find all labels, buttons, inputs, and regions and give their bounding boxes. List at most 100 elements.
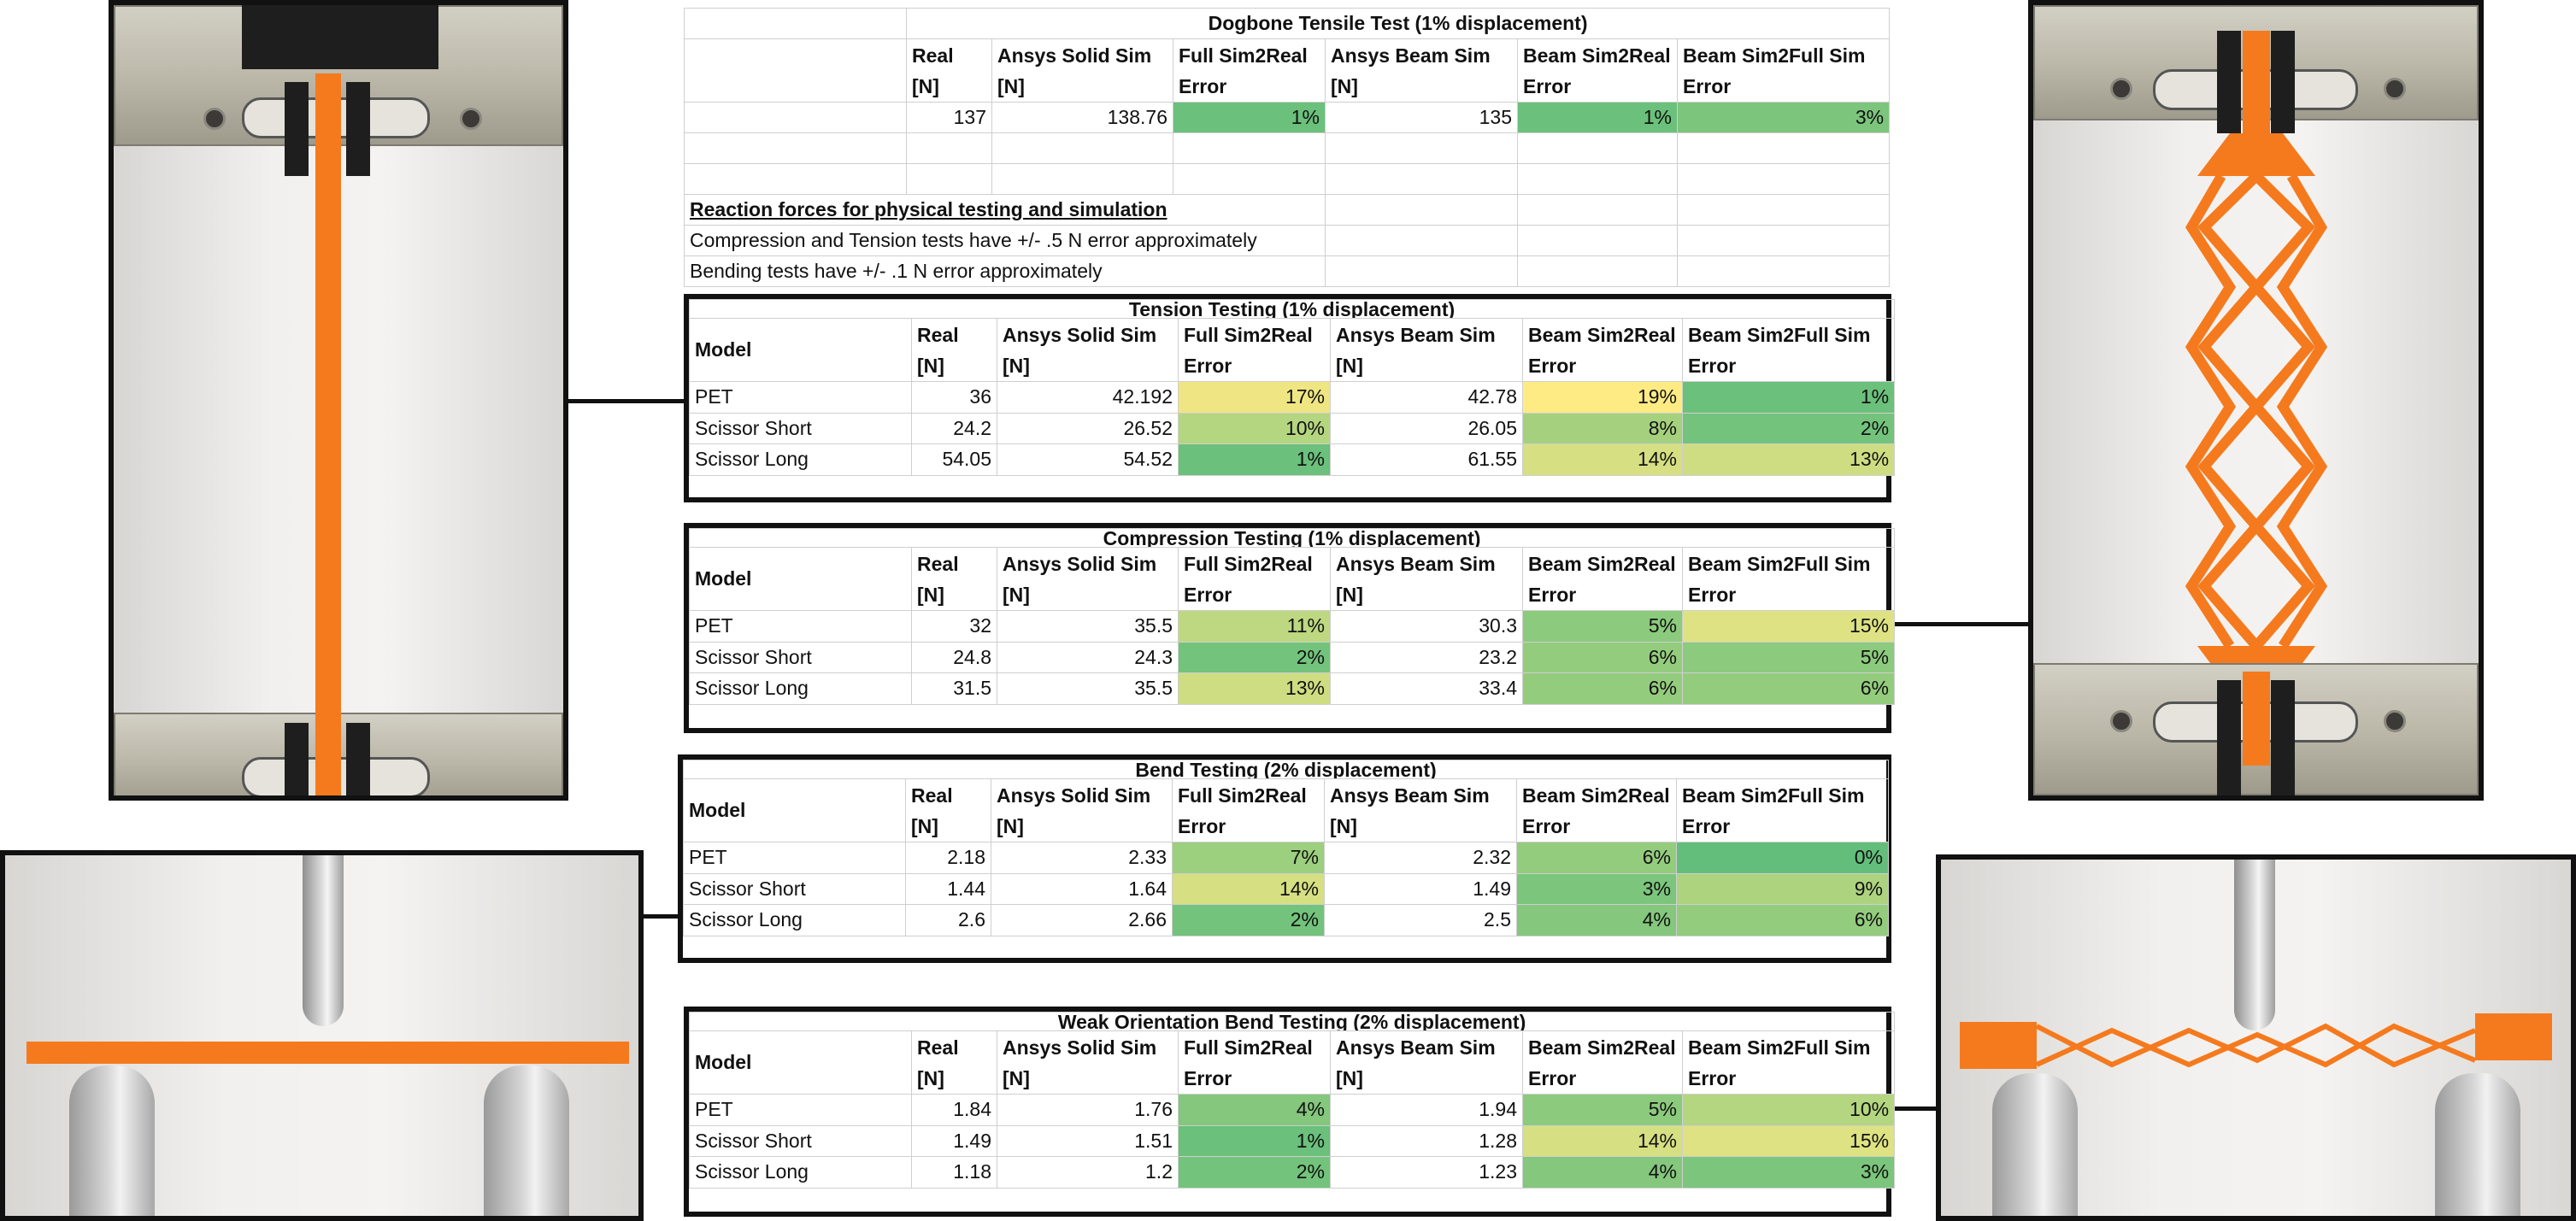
cell-beam: 2.32 xyxy=(1324,842,1517,874)
cell-full-err: 10% xyxy=(1178,412,1331,444)
cell-solid: 54.52 xyxy=(997,443,1179,476)
col-solid: Ansys Solid Sim [N] xyxy=(991,778,1173,842)
cell-solid: 2.66 xyxy=(991,904,1173,936)
model-name: Scissor Short xyxy=(689,1124,912,1157)
cell-beam-full: 1% xyxy=(1681,381,1896,414)
cell-beam-full: 15% xyxy=(1682,610,1895,643)
cell-beam: 26.05 xyxy=(1330,412,1523,444)
cell-real: 1.84 xyxy=(911,1094,997,1126)
cell-full-err: 14% xyxy=(1172,872,1325,905)
model-name: Scissor Long xyxy=(689,443,912,476)
cell-beam: 1.23 xyxy=(1330,1156,1523,1189)
col-beam-err: Beam Sim2Real Error xyxy=(1522,547,1683,611)
cell-full-err: 1% xyxy=(1178,443,1331,476)
cell-beam-full: 10% xyxy=(1681,1094,1896,1126)
notes-line2: Bending tests have +/- .1 N error approx… xyxy=(684,255,1326,287)
col-beam: Ansys Beam Sim [N] xyxy=(1324,778,1517,842)
cell-full-err: 2% xyxy=(1178,641,1331,673)
cell-beam-err: 6% xyxy=(1516,842,1677,874)
model-name: Scissor Long xyxy=(689,1156,912,1189)
cell-beam-err: 6% xyxy=(1522,641,1683,673)
cell-beam-full: 13% xyxy=(1681,443,1896,476)
col-beam-full: Beam Sim2Full Sim Error xyxy=(1682,547,1895,611)
cell-beam-full: 5% xyxy=(1682,641,1895,673)
cell-real: 1.44 xyxy=(905,872,991,905)
model-name: Scissor Long xyxy=(683,904,906,936)
cell-beam: 42.78 xyxy=(1330,381,1523,414)
cell-beam-full: 6% xyxy=(1682,672,1895,705)
table-row: Scissor Short 1.44 1.64 14% 1.49 3% 9% xyxy=(683,872,1889,905)
model-name: Scissor Long xyxy=(689,672,912,705)
col-beam: Ansys Beam Sim [N] xyxy=(1330,318,1523,382)
compression-title: Compression Testing (1% displacement) xyxy=(689,528,1895,548)
col-solid: Ansys Solid Sim xyxy=(997,44,1152,67)
table-row: Scissor Short 1.49 1.51 1% 1.28 14% 15% xyxy=(689,1124,1896,1157)
cell-solid: 26.52 xyxy=(997,412,1179,444)
model-name: Scissor Short xyxy=(689,641,912,673)
notes-heading: Reaction forces for physical testing and… xyxy=(684,194,1326,226)
col-real: Real [N] xyxy=(911,318,997,382)
cell-beam: 23.2 xyxy=(1330,641,1523,673)
col-model: Model xyxy=(689,1030,912,1095)
cell-beam: 1.28 xyxy=(1330,1124,1523,1157)
table-row: Scissor Long 2.6 2.66 2% 2.5 4% 6% xyxy=(683,904,1889,936)
col-beam-full: Beam Sim2Full Sim Error xyxy=(1681,318,1896,382)
weak-bend-table: Weak Orientation Bend Testing (2% displa… xyxy=(684,1007,1896,1217)
table-row: PET 36 42.192 17% 42.78 19% 1% xyxy=(689,381,1896,414)
cell-solid: 1.2 xyxy=(997,1156,1179,1189)
cell-beam-err: 4% xyxy=(1516,904,1677,936)
col-beam: Ansys Beam Sim [N] xyxy=(1330,1030,1523,1095)
model-name: Scissor Short xyxy=(689,412,912,444)
connector-compression xyxy=(1891,622,2028,626)
model-name: PET xyxy=(689,381,912,414)
cell-beam-err: 3% xyxy=(1516,872,1677,905)
bend-table: Bend Testing (2% displacement) Model Real[… xyxy=(678,754,1891,963)
cell-beam-full: 3% xyxy=(1681,1156,1896,1189)
cell-beam-full: 0% xyxy=(1676,842,1889,874)
col-full-err: Full Sim2Real Error xyxy=(1172,778,1325,842)
cell-beam: 61.55 xyxy=(1330,443,1523,476)
col-beam-full: Beam Sim2Full Sim Error xyxy=(1681,1030,1896,1095)
cell-beam-full: 15% xyxy=(1681,1124,1896,1157)
cell-full-err: 7% xyxy=(1172,842,1325,874)
table-row: PET 2.18 2.33 7% 2.32 6% 0% xyxy=(683,842,1889,874)
cell-real: 31.5 xyxy=(911,672,997,705)
table-row: Scissor Short 24.2 26.52 10% 26.05 8% 2% xyxy=(689,412,1896,444)
cell-beam-err: 14% xyxy=(1522,1124,1683,1157)
col-beam-err: Beam Sim2Real xyxy=(1523,44,1671,67)
dogbone-table: Dogbone Tensile Test (1% displacement) R… xyxy=(684,8,1891,287)
cell-beam-err: 5% xyxy=(1522,1094,1683,1126)
cell-full-err: 4% xyxy=(1178,1094,1331,1126)
bend-lattice-photo xyxy=(1936,854,2576,1221)
col-real: Real xyxy=(912,44,954,67)
col-solid: Ansys Solid Sim [N] xyxy=(997,318,1179,382)
table-row: PET 32 35.5 11% 30.3 5% 15% xyxy=(689,610,1895,643)
table-row: PET 1.84 1.76 4% 1.94 5% 10% xyxy=(689,1094,1896,1126)
model-name: PET xyxy=(683,842,906,874)
lattice-beam-icon xyxy=(1960,1013,2552,1069)
cell-real: 2.6 xyxy=(905,904,991,936)
col-full-err: Full Sim2Real xyxy=(1179,44,1308,67)
cell-solid: 1.64 xyxy=(991,872,1173,905)
cell-real: 24.2 xyxy=(911,412,997,444)
cell-beam-full: 6% xyxy=(1676,904,1889,936)
notes-line1: Compression and Tension tests have +/- .… xyxy=(684,225,1326,256)
cell-solid: 24.3 xyxy=(997,641,1179,673)
cell-beam-err: 4% xyxy=(1522,1156,1683,1189)
col-beam-full: Beam Sim2Full Sim Error xyxy=(1676,778,1889,842)
col-model: Model xyxy=(689,547,912,611)
cell-beam-err: 14% xyxy=(1522,443,1683,476)
col-solid: Ansys Solid Sim [N] xyxy=(997,1030,1179,1095)
table-row: Scissor Long 31.5 35.5 13% 33.4 6% 6% xyxy=(689,672,1895,705)
cell-beam: 30.3 xyxy=(1330,610,1523,643)
table-row: 137 138.76 1% 135 1% 3% xyxy=(684,102,1891,133)
col-beam-full: Beam Sim2Full Sim xyxy=(1683,44,1866,67)
connector-weak xyxy=(1891,1107,1936,1111)
cell-solid: 35.5 xyxy=(997,672,1179,705)
cell-solid: 2.33 xyxy=(991,842,1173,874)
cell-real: 32 xyxy=(911,610,997,643)
table-row: Scissor Short 24.8 24.3 2% 23.2 6% 5% xyxy=(689,641,1895,673)
col-model: Model xyxy=(683,778,906,842)
cell-real: 24.8 xyxy=(911,641,997,673)
cell-full-err: 2% xyxy=(1172,904,1325,936)
